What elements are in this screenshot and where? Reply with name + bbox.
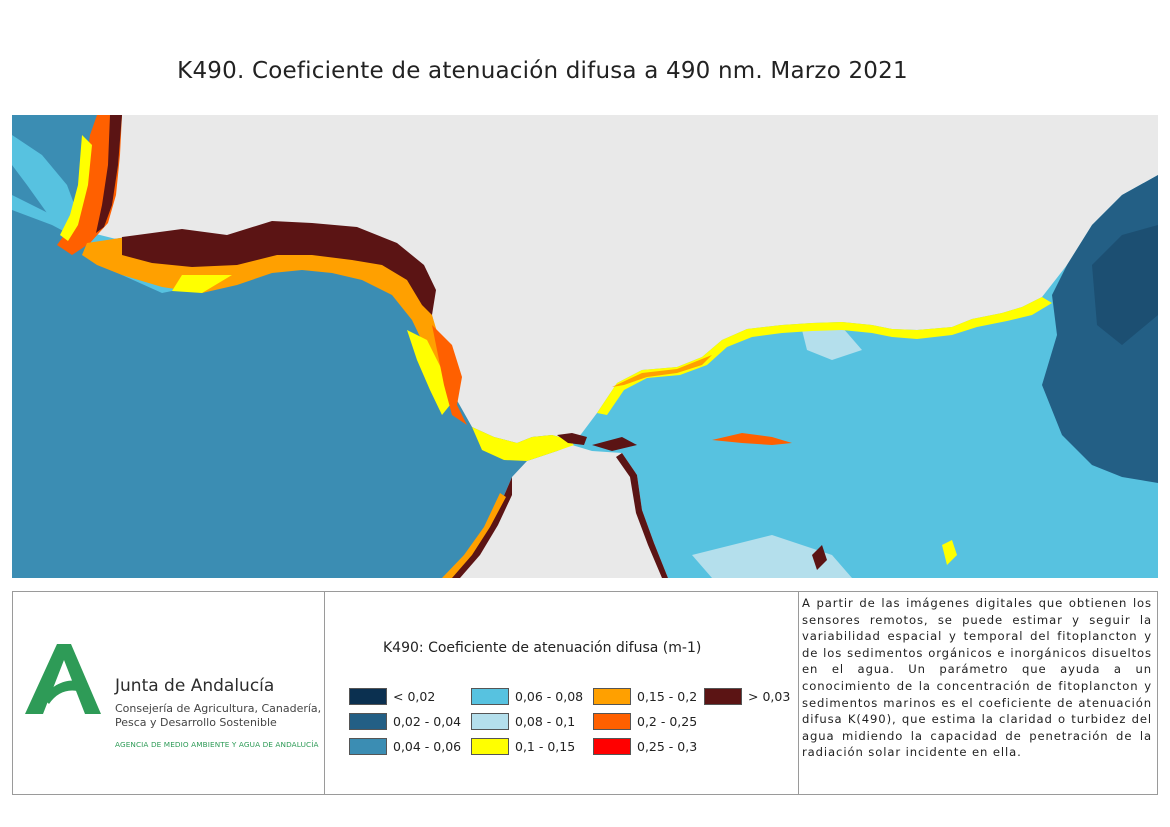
junta-andalucia-logo-icon bbox=[25, 644, 101, 714]
coast-gulf bbox=[82, 227, 457, 405]
info-panel: Junta de Andalucía Consejería de Agricul… bbox=[12, 591, 1158, 795]
k490-map bbox=[12, 115, 1158, 578]
legend-item: 0,25 - 0,3 bbox=[593, 738, 697, 755]
legend-swatch bbox=[593, 688, 631, 705]
legend-item: 0,02 - 0,04 bbox=[349, 713, 461, 730]
legend-label: 0,04 - 0,06 bbox=[393, 739, 462, 754]
legend-swatch bbox=[349, 713, 387, 730]
atlantic-sea bbox=[12, 115, 572, 578]
org-name: Junta de Andalucía bbox=[115, 676, 275, 696]
legend-item: > 0,03 bbox=[704, 688, 790, 705]
logo-block: Junta de Andalucía Consejería de Agricul… bbox=[13, 592, 324, 794]
panel-divider bbox=[798, 592, 799, 794]
strait bbox=[472, 427, 574, 461]
legend-swatch bbox=[471, 688, 509, 705]
legend-title: K490: Coeficiente de atenuación difusa (… bbox=[383, 640, 702, 656]
legend-label: 0,1 - 0,15 bbox=[515, 739, 576, 754]
legend-label: 0,25 - 0,3 bbox=[637, 739, 698, 754]
legend-label: 0,06 - 0,08 bbox=[515, 689, 584, 704]
map-title: K490. Coeficiente de atenuación difusa a… bbox=[177, 58, 908, 84]
legend-item: 0,08 - 0,1 bbox=[471, 713, 575, 730]
legend-label: 0,15 - 0,2 bbox=[637, 689, 698, 704]
legend-item: < 0,02 bbox=[349, 688, 435, 705]
legend-swatch bbox=[349, 688, 387, 705]
legend-label: > 0,03 bbox=[748, 689, 791, 704]
legend-label: < 0,02 bbox=[393, 689, 436, 704]
agency-name: AGENCIA DE MEDIO AMBIENTE Y AGUA DE ANDA… bbox=[115, 740, 319, 749]
coast-alboran-south bbox=[616, 453, 668, 578]
mediterranean-sea bbox=[572, 175, 1158, 578]
legend-swatch bbox=[349, 738, 387, 755]
legend-item: 0,06 - 0,08 bbox=[471, 688, 583, 705]
legend-item: 0,2 - 0,25 bbox=[593, 713, 697, 730]
legend-swatch bbox=[471, 713, 509, 730]
legend-label: 0,02 - 0,04 bbox=[393, 714, 462, 729]
legend-swatch bbox=[471, 738, 509, 755]
legend-item: 0,1 - 0,15 bbox=[471, 738, 575, 755]
legend-swatch bbox=[704, 688, 742, 705]
legend-label: 0,08 - 0,1 bbox=[515, 714, 576, 729]
legend-item: 0,15 - 0,2 bbox=[593, 688, 697, 705]
legend-swatch bbox=[593, 713, 631, 730]
description-text: A partir de las imágenes digitales que o… bbox=[802, 596, 1152, 760]
org-subtitle: Consejería de Agricultura, Canadería, Pe… bbox=[115, 702, 322, 729]
legend-item: 0,04 - 0,06 bbox=[349, 738, 461, 755]
panel-divider bbox=[324, 592, 325, 794]
legend-swatch bbox=[593, 738, 631, 755]
legend-label: 0,2 - 0,25 bbox=[637, 714, 698, 729]
